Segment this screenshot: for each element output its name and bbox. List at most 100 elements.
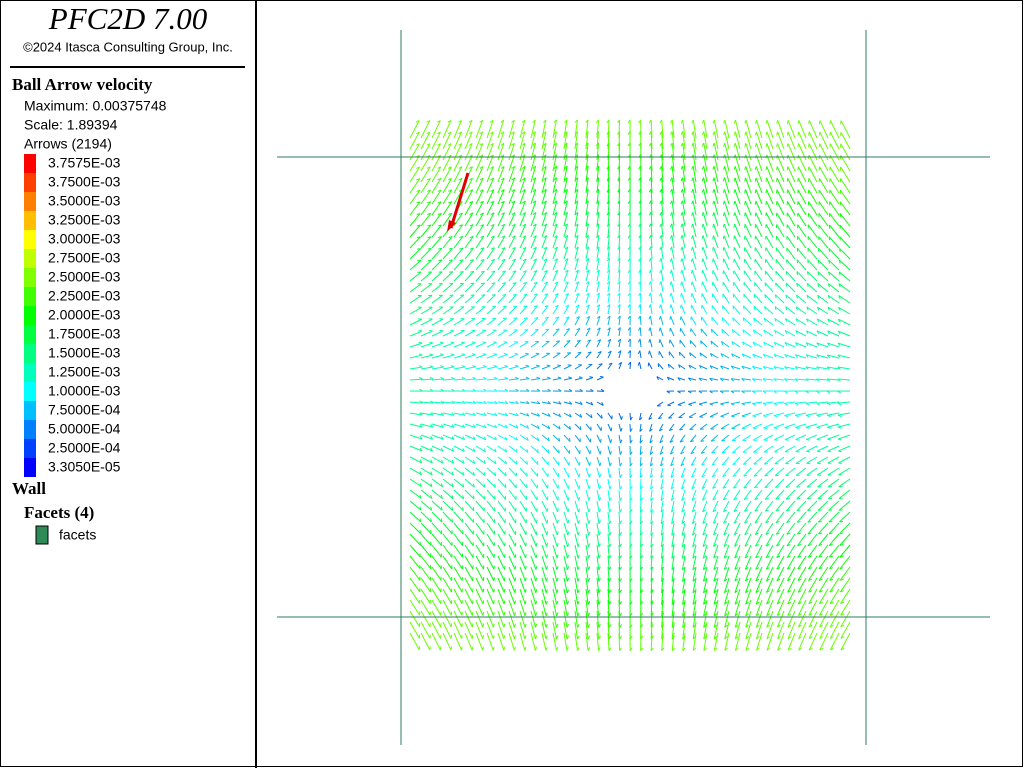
velocity-arrow bbox=[519, 423, 529, 429]
velocity-arrow bbox=[607, 489, 611, 501]
velocity-arrow bbox=[618, 292, 621, 304]
velocity-arrow bbox=[552, 377, 562, 381]
velocity-arrow bbox=[773, 401, 785, 404]
arrow-head bbox=[730, 403, 735, 406]
arrow-head bbox=[607, 350, 612, 354]
velocity-arrow bbox=[519, 621, 526, 640]
arrow-head bbox=[585, 142, 589, 147]
arrow-head bbox=[459, 282, 464, 285]
arrow-head bbox=[733, 189, 736, 194]
arrow-head bbox=[688, 377, 692, 382]
arrow-head bbox=[838, 450, 842, 453]
arrow-head bbox=[808, 613, 813, 616]
arrow-head bbox=[648, 234, 652, 239]
arrow-head bbox=[702, 509, 706, 513]
velocity-arrow bbox=[828, 544, 840, 558]
arrow-head bbox=[766, 601, 770, 605]
velocity-arrow bbox=[508, 544, 516, 559]
velocity-arrow bbox=[607, 588, 610, 605]
arrow-head bbox=[659, 246, 662, 251]
velocity-arrow bbox=[795, 318, 807, 326]
velocity-arrow bbox=[607, 315, 611, 326]
velocity-arrow bbox=[563, 246, 569, 260]
arrow-head bbox=[564, 200, 568, 204]
arrow-head bbox=[569, 413, 572, 418]
arrow-head bbox=[545, 635, 548, 640]
velocity-arrow bbox=[742, 456, 752, 465]
velocity-arrow bbox=[797, 189, 807, 205]
arrow-head bbox=[524, 577, 527, 582]
velocity-arrow bbox=[497, 154, 505, 172]
arrow-head bbox=[514, 600, 516, 605]
arrow-head bbox=[839, 555, 844, 558]
velocity-arrow bbox=[552, 131, 557, 150]
velocity-arrow bbox=[563, 588, 568, 605]
arrow-head bbox=[515, 376, 519, 380]
velocity-arrow bbox=[508, 401, 519, 405]
arrow-head bbox=[627, 119, 631, 124]
velocity-arrow bbox=[660, 269, 664, 282]
arrow-head bbox=[638, 327, 641, 331]
velocity-arrow bbox=[796, 271, 807, 282]
velocity-arrow bbox=[713, 533, 719, 547]
velocity-arrow bbox=[442, 588, 452, 605]
velocity-arrow bbox=[453, 566, 463, 581]
arrow-head bbox=[608, 554, 612, 559]
velocity-arrow bbox=[475, 610, 484, 628]
velocity-arrow bbox=[776, 566, 785, 582]
velocity-arrow bbox=[607, 235, 610, 249]
arrow-head bbox=[703, 590, 707, 594]
arrow-head bbox=[547, 376, 551, 379]
velocity-arrow bbox=[519, 434, 529, 441]
arrow-head bbox=[427, 224, 432, 227]
arrow-head bbox=[638, 200, 642, 204]
velocity-arrow bbox=[563, 269, 569, 282]
arrow-head bbox=[681, 520, 686, 525]
arrow-head bbox=[566, 328, 570, 331]
arrow-head bbox=[609, 520, 612, 525]
arrow-head bbox=[462, 412, 466, 416]
arrow-head bbox=[533, 246, 537, 250]
arrow-head bbox=[471, 635, 474, 639]
velocity-arrow bbox=[762, 378, 774, 381]
velocity-arrow bbox=[671, 119, 675, 139]
velocity-arrow bbox=[442, 330, 455, 337]
arrow-head bbox=[522, 258, 527, 262]
arrow-head bbox=[743, 497, 748, 501]
arrow-head bbox=[752, 403, 756, 406]
arrow-head bbox=[459, 224, 463, 227]
velocity-arrow bbox=[618, 412, 622, 420]
velocity-arrow bbox=[618, 258, 621, 271]
velocity-arrow bbox=[519, 258, 527, 271]
arrow-head bbox=[598, 578, 601, 582]
velocity-arrow bbox=[453, 354, 466, 359]
velocity-arrow bbox=[486, 366, 498, 370]
velocity-arrow bbox=[541, 610, 547, 628]
velocity-arrow bbox=[741, 365, 752, 370]
arrow-head bbox=[533, 235, 537, 239]
velocity-arrow bbox=[431, 412, 444, 416]
arrow-head bbox=[774, 306, 777, 311]
velocity-arrow bbox=[486, 401, 498, 404]
arrow-head bbox=[598, 363, 603, 365]
arrow-head bbox=[566, 566, 570, 570]
velocity-arrow bbox=[692, 588, 697, 605]
arrow-head bbox=[702, 555, 707, 559]
arrow-head bbox=[722, 247, 725, 251]
arrow-head bbox=[492, 623, 495, 628]
velocity-arrow bbox=[519, 467, 528, 477]
arrow-head bbox=[492, 635, 495, 639]
velocity-arrow bbox=[712, 478, 719, 489]
arrow-head bbox=[598, 635, 601, 640]
velocity-arrow bbox=[497, 282, 507, 293]
velocity-arrow bbox=[638, 362, 642, 370]
arrow-head bbox=[712, 520, 717, 524]
arrow-head bbox=[556, 566, 559, 570]
arrow-head bbox=[733, 131, 736, 136]
arrow-head bbox=[701, 165, 705, 170]
velocity-arrow bbox=[766, 177, 774, 194]
scale-label: 3.2500E-03 bbox=[48, 212, 121, 228]
velocity-arrow bbox=[420, 522, 432, 535]
arrow-head bbox=[566, 612, 569, 617]
arrow-head bbox=[701, 486, 706, 490]
